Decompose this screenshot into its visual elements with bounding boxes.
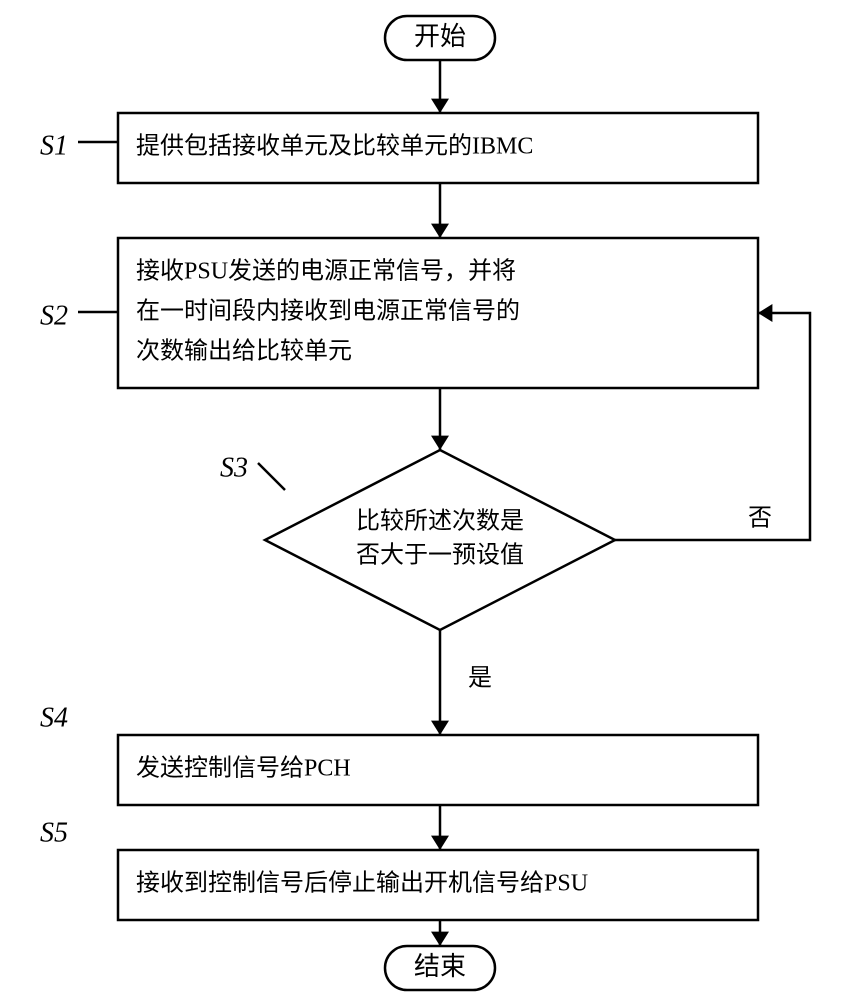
s4-text-0: 发送控制信号给PCH bbox=[136, 755, 351, 782]
edge-s3-no-s2 bbox=[615, 313, 810, 540]
s3-text-0: 比较所述次数是 bbox=[356, 508, 524, 535]
s3-text-1: 否大于一预设值 bbox=[356, 542, 524, 569]
s2-step-label: S2 bbox=[40, 300, 68, 331]
s2-text-2: 次数输出给比较单元 bbox=[136, 338, 352, 365]
start-label: 开始 bbox=[414, 22, 466, 51]
s5-text-0: 接收到控制信号后停止输出开机信号给PSU bbox=[136, 870, 588, 897]
s2-text-0: 接收PSU发送的电源正常信号，并将 bbox=[136, 258, 516, 285]
s2-text-1: 在一时间段内接收到电源正常信号的 bbox=[136, 298, 520, 325]
s3-step-label: S3 bbox=[220, 452, 248, 483]
s1-step-label: S1 bbox=[40, 130, 68, 161]
s3-diamond bbox=[265, 450, 615, 630]
s1-text-0: 提供包括接收单元及比较单元的IBMC bbox=[136, 133, 533, 160]
s5-step-label: S5 bbox=[40, 817, 68, 848]
end-label: 结束 bbox=[414, 952, 466, 981]
branch-yes-label: 是 bbox=[468, 666, 492, 692]
branch-no-label: 否 bbox=[748, 506, 772, 532]
edge-s3-leader bbox=[258, 463, 285, 490]
s4-step-label: S4 bbox=[40, 702, 68, 733]
